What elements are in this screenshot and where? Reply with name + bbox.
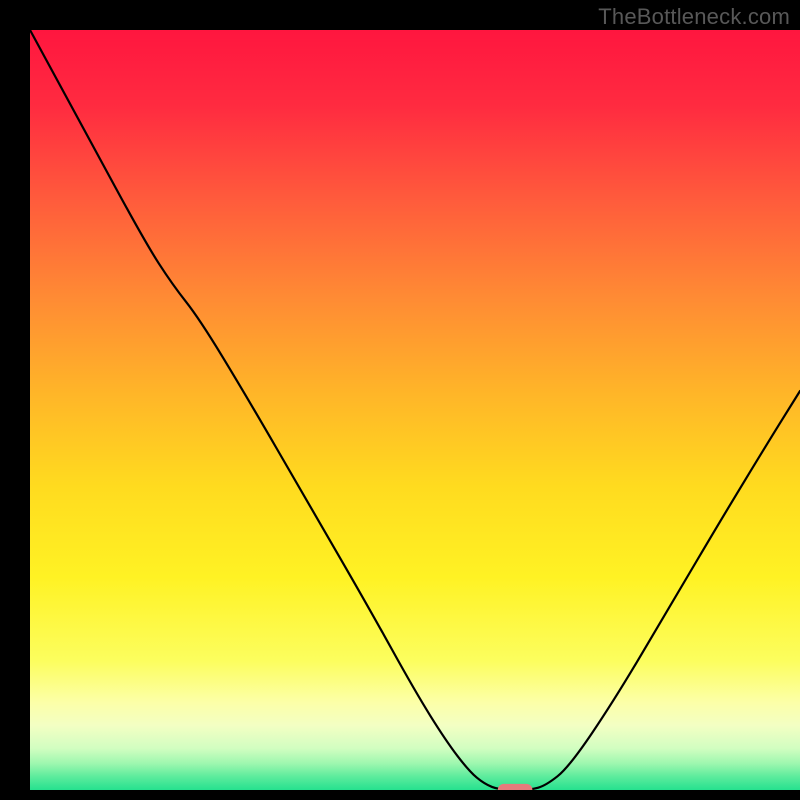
gradient-background [30,30,800,790]
chart-container: TheBottleneck.com [0,0,800,800]
bottleneck-chart [30,30,800,790]
plot-area [30,30,800,790]
optimal-marker [498,784,533,790]
watermark-text: TheBottleneck.com [598,4,790,30]
